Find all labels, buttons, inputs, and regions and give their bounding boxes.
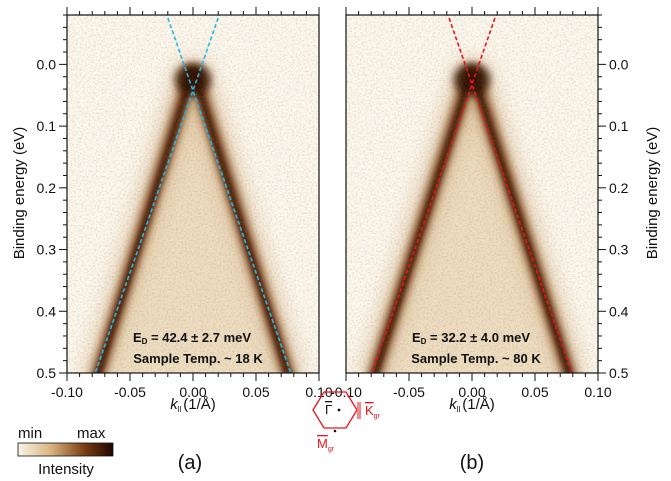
sample-temp-annotation-a: Sample Temp. ~ 18 K bbox=[133, 351, 263, 366]
fit-line bbox=[166, 15, 292, 373]
fit-line bbox=[447, 15, 573, 373]
m-point-marker bbox=[333, 429, 337, 433]
y-axis-ticks-b: 0.0 0.1 0.2 0.3 0.4 0.5 bbox=[598, 14, 629, 381]
x-tick-label: -0.05 bbox=[114, 384, 146, 400]
k-gr-label: Kgr bbox=[365, 403, 381, 420]
m-gr-label: Mgr bbox=[317, 436, 335, 453]
noise-texture bbox=[67, 15, 319, 373]
panel-label-a: (a) bbox=[178, 452, 202, 474]
y-tick-label: 0.0 bbox=[609, 56, 629, 72]
y-tick-label: 0.5 bbox=[609, 365, 629, 381]
panel-a: -0.10 -0.05 0.00 0.05 0.10 0.00.10.20.30.40.… bbox=[11, 7, 333, 474]
dirac-energy-annotation-a: ED = 42.4 ± 2.7 meV bbox=[133, 330, 251, 346]
y-axis-label-b: Binding energy (eV) bbox=[644, 127, 661, 260]
y-axis-label-a: Binding energy (eV) bbox=[11, 127, 28, 260]
x-tick-label: 0.10 bbox=[305, 384, 332, 400]
sample-temp-annotation-b: Sample Temp. ~ 80 K bbox=[411, 351, 541, 366]
fit-line bbox=[371, 15, 497, 373]
x-tick-label: 0.05 bbox=[521, 384, 548, 400]
y-tick-label: 0.3 bbox=[37, 242, 57, 258]
dirac-energy-annotation-b: ED = 32.2 ± 4.0 meV bbox=[412, 330, 530, 346]
x-axis-label-a: kll (1/Å) bbox=[170, 396, 216, 414]
gamma-point-marker bbox=[337, 408, 341, 412]
panel-label-b: (b) bbox=[460, 452, 484, 474]
colorbar-title: Intensity bbox=[38, 461, 94, 478]
x-tick-label: -0.05 bbox=[393, 384, 425, 400]
y-tick-label: 0.1 bbox=[37, 118, 57, 134]
x-tick-label: 0.00 bbox=[458, 384, 485, 400]
x-tick-label: 0.10 bbox=[584, 384, 611, 400]
y-tick-label: 0.4 bbox=[37, 303, 57, 319]
x-tick-label: 0.00 bbox=[179, 384, 206, 400]
dirac-cone-fit-lines-a bbox=[94, 15, 292, 373]
x-axis-ticks-a: -0.10 -0.05 0.00 0.05 0.10 bbox=[51, 7, 333, 400]
brillouin-zone-diagram: Γ Kgr Mgr bbox=[312, 391, 381, 453]
y-tick-label: 0.2 bbox=[609, 180, 629, 196]
colorbar-min-label: min bbox=[18, 425, 42, 442]
panel-b: -0.10 -0.05 0.00 0.05 0.10 0.00.10.20.30.40.… bbox=[330, 7, 661, 474]
gamma-label: Γ bbox=[325, 402, 332, 417]
fit-line bbox=[94, 15, 220, 373]
y-tick-label: 0.0 bbox=[37, 56, 57, 72]
arpes-intensity-map-b bbox=[346, 15, 598, 373]
y-tick-label: 0.5 bbox=[37, 365, 57, 381]
intensity-colorbar: min max Intensity bbox=[17, 425, 114, 478]
arpes-intensity-map-a bbox=[67, 15, 319, 373]
y-tick-label: 0.1 bbox=[609, 118, 629, 134]
dirac-cone-fit-lines-b bbox=[371, 15, 573, 373]
y-axis-ticks-a: 0.0 0.1 0.2 0.3 0.4 0.5 bbox=[37, 14, 67, 381]
colorbar-max-label: max bbox=[77, 425, 106, 442]
x-tick-label: 0.05 bbox=[242, 384, 269, 400]
y-tick-label: 0.2 bbox=[37, 180, 57, 196]
x-axis-ticks-b: -0.10 -0.05 0.00 0.05 0.10 bbox=[330, 7, 612, 400]
noise-texture bbox=[346, 15, 598, 373]
y-tick-label: 0.3 bbox=[609, 242, 629, 258]
y-tick-label: 0.4 bbox=[609, 303, 629, 319]
colorbar-gradient bbox=[17, 442, 114, 457]
x-tick-label: -0.10 bbox=[51, 384, 83, 400]
x-axis-label-b: kll (1/Å) bbox=[449, 396, 495, 414]
